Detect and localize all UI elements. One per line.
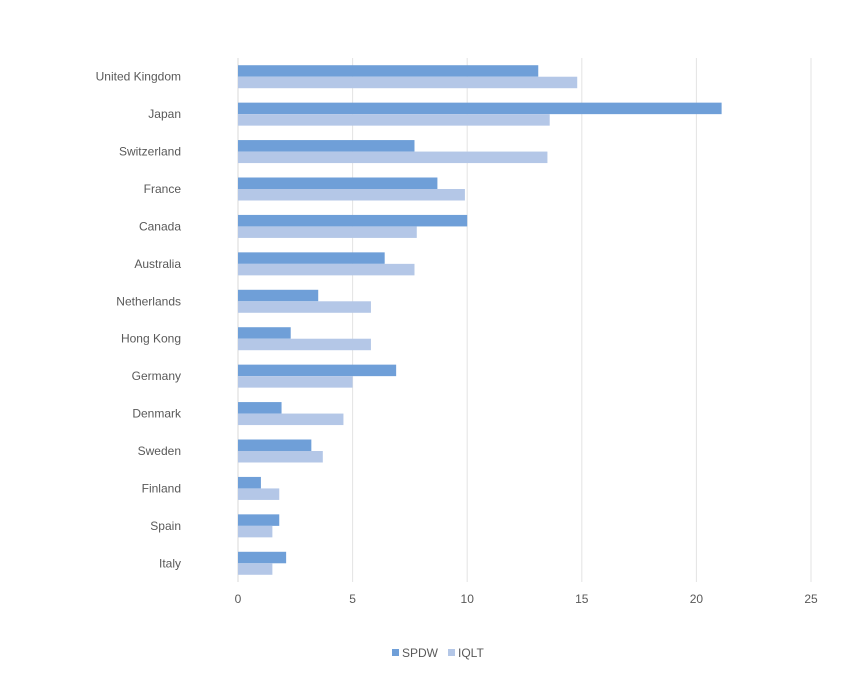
x-tick-label: 15 xyxy=(575,592,589,606)
bar-iqlt-hong-kong xyxy=(238,338,371,351)
category-label: Switzerland xyxy=(119,145,181,159)
bar-iqlt-france xyxy=(238,189,465,201)
bar-iqlt-united-kingdom xyxy=(238,76,578,89)
gridlines xyxy=(237,58,812,582)
category-labels: United Kingdom Japan Switzerland France Cana… xyxy=(96,70,182,571)
x-tick-label: 25 xyxy=(804,592,818,606)
bar-spdw-netherlands xyxy=(238,289,319,302)
bar-spdw-denmark xyxy=(238,402,282,414)
legend-swatch xyxy=(448,649,455,656)
legend: SPDW IQLT xyxy=(392,646,484,660)
bar-spdw-sweden xyxy=(238,439,312,451)
category-label: Netherlands xyxy=(116,294,181,308)
bar-spdw-japan xyxy=(238,102,722,115)
bar-iqlt-italy xyxy=(238,563,273,575)
bar-spdw-hong-kong xyxy=(238,327,291,339)
bar-spdw-spain xyxy=(238,514,280,526)
bar-iqlt-sweden xyxy=(238,451,323,463)
category-label: France xyxy=(144,182,182,196)
category-label: Japan xyxy=(148,107,181,121)
category-label: Sweden xyxy=(138,444,181,458)
category-label: Spain xyxy=(150,519,181,533)
bar-iqlt-finland xyxy=(238,488,280,500)
category-label: Germany xyxy=(132,369,181,383)
category-label: Hong Kong xyxy=(121,332,181,346)
bar-iqlt-australia xyxy=(238,263,415,276)
bar-spdw-australia xyxy=(238,252,385,264)
legend-label: IQLT xyxy=(458,646,484,660)
category-label: Denmark xyxy=(132,407,182,421)
bar-iqlt-canada xyxy=(238,226,417,238)
bars xyxy=(238,65,722,575)
bar-spdw-germany xyxy=(238,364,397,377)
legend-item-spdw: SPDW xyxy=(392,646,439,660)
bar-iqlt-japan xyxy=(238,114,550,126)
x-tick-label: 10 xyxy=(461,592,475,606)
bar-iqlt-spain xyxy=(238,525,273,538)
category-label: Australia xyxy=(134,257,181,271)
legend-item-iqlt: IQLT xyxy=(448,646,484,660)
bar-spdw-finland xyxy=(238,476,261,489)
bar-iqlt-switzerland xyxy=(238,151,548,164)
category-label: Canada xyxy=(139,219,181,233)
bar-iqlt-germany xyxy=(238,376,353,388)
x-tick-label: 5 xyxy=(349,592,356,606)
bar-iqlt-denmark xyxy=(238,413,344,426)
category-label: Finland xyxy=(142,481,181,495)
legend-swatch xyxy=(392,649,399,656)
x-tick-label: 20 xyxy=(690,592,704,606)
bar-iqlt-netherlands xyxy=(238,301,371,313)
category-label: Italy xyxy=(159,556,181,570)
x-tick-labels: 0 5 10 15 20 25 xyxy=(235,592,818,606)
bar-spdw-france xyxy=(238,177,438,189)
legend-label: SPDW xyxy=(402,646,439,660)
bar-spdw-canada xyxy=(238,214,468,227)
category-label: United Kingdom xyxy=(96,70,181,84)
bar-spdw-united-kingdom xyxy=(238,65,539,77)
x-tick-label: 0 xyxy=(235,592,242,606)
bar-spdw-italy xyxy=(238,551,287,564)
bar-spdw-switzerland xyxy=(238,140,415,152)
